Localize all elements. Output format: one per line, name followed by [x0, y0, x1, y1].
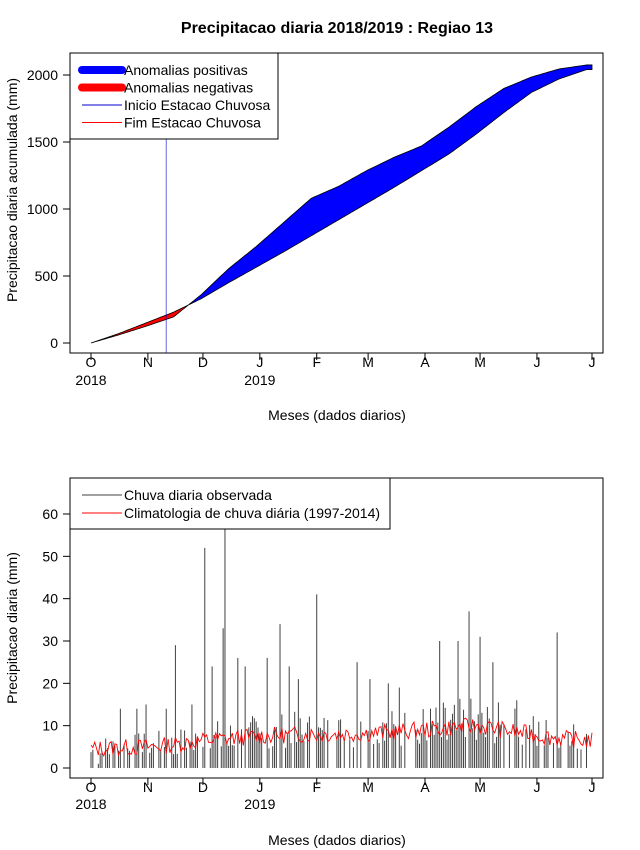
legend-label: Fim Estacao Chuvosa	[124, 115, 261, 131]
x-tick-label: O	[86, 779, 97, 795]
x-tick-label: D	[198, 779, 208, 795]
y-axis-label: Precipitacao diaria (mm)	[4, 552, 20, 704]
y-tick-label: 10	[42, 718, 58, 734]
x-tick-label: N	[143, 779, 153, 795]
x-tick-label: M	[474, 779, 486, 795]
legend-box	[69, 477, 391, 530]
cumulative-panel: 0 500 1000 1500 2000 O N D J F M A M J J 2018 2019 Meses …	[4, 52, 604, 423]
x-tick-label: O	[86, 354, 97, 370]
x-tick-label: F	[312, 354, 321, 370]
y-tick-label: 20	[42, 675, 58, 691]
x-axis-label: Meses (dados diarios)	[268, 407, 406, 423]
x-tick-label: J	[256, 354, 263, 370]
daily-panel: 0 10 20 30 40 50 60 O N D J F M A M J J 2018 2019 Meses (da…	[4, 477, 604, 848]
year-label: 2019	[244, 372, 275, 388]
x-tick-label: A	[420, 354, 430, 370]
x-tick-label: N	[143, 354, 153, 370]
x-tick-label: D	[198, 354, 208, 370]
x-tick-label: A	[420, 779, 430, 795]
y-axis-label: Precipitacao diaria acumulada (mm)	[4, 78, 20, 302]
x-tick-label: J	[589, 354, 596, 370]
legend-label: Anomalias negativas	[124, 80, 253, 96]
x-tick-label: J	[533, 779, 540, 795]
legend-label: Chuva diaria observada	[124, 487, 272, 503]
x-tick-label: J	[589, 779, 596, 795]
x-tick-label: M	[362, 779, 374, 795]
y-tick-label: 60	[42, 506, 58, 522]
y-tick-label: 2000	[27, 67, 58, 83]
year-label: 2018	[75, 372, 106, 388]
y-tick-label: 30	[42, 633, 58, 649]
x-tick-label: M	[362, 354, 374, 370]
plot-frame	[69, 52, 604, 354]
year-label: 2018	[75, 796, 106, 812]
legend-label: Anomalias positivas	[124, 62, 248, 78]
x-tick-label: J	[533, 354, 540, 370]
legend: Chuva diaria observada Climatologia de ch…	[69, 477, 391, 530]
y-tick-label: 1500	[27, 134, 58, 150]
legend-label: Climatologia de chuva diária (1997-2014)	[124, 505, 380, 521]
y-tick-label: 500	[35, 268, 59, 284]
climatology-line	[90, 717, 593, 758]
y-tick-label: 50	[42, 548, 58, 564]
legend-label: Inicio Estacao Chuvosa	[124, 97, 271, 113]
x-tick-label: M	[474, 354, 486, 370]
y-tick-label: 0	[50, 335, 58, 351]
y-tick-label: 40	[42, 591, 58, 607]
legend: Anomalias positivas Anomalias negativasIn…	[69, 52, 279, 140]
x-axis-label: Meses (dados diarios)	[268, 832, 406, 848]
y-tick-label: 0	[50, 760, 58, 776]
x-tick-label: J	[256, 779, 263, 795]
y-tick-label: 1000	[27, 201, 58, 217]
x-tick-label: F	[312, 779, 321, 795]
year-label: 2019	[244, 796, 275, 812]
positive-anomaly-area	[189, 64, 593, 305]
negative-anomaly-area	[92, 302, 191, 343]
chart-title: Precipitacao diaria 2018/2019 : Regiao 1…	[181, 20, 493, 37]
